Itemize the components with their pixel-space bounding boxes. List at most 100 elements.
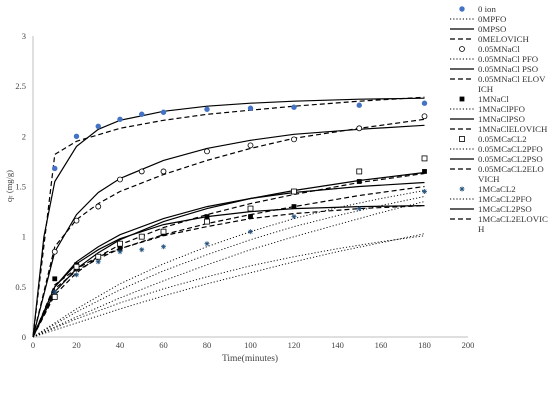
data-point-1mcacl2 bbox=[161, 244, 166, 250]
data-point-1mnacl bbox=[356, 179, 362, 184]
data-point-1mnacl bbox=[52, 276, 58, 282]
data-point-0-ion bbox=[247, 105, 254, 111]
y-tick-label: 3 bbox=[22, 31, 26, 41]
fit-line-1mcacl2elovich bbox=[32, 185, 425, 338]
data-point-0-ion bbox=[204, 106, 210, 112]
legend-marker bbox=[459, 96, 465, 102]
data-point-1mcacl2 bbox=[117, 249, 123, 255]
legend-marker bbox=[459, 186, 465, 192]
legend-label: 1MNaClPFO bbox=[478, 104, 525, 114]
legend-item: 0MELOVICH bbox=[448, 34, 548, 44]
data-point-1mnacl bbox=[117, 246, 123, 252]
fit-line-0-05mnacl-pfo bbox=[32, 196, 425, 338]
legend-label: 0.05MNaCl PFO bbox=[478, 54, 539, 64]
x-tick-labels: 0 20 40 60 80 100 120 140 160 180 200 bbox=[31, 340, 475, 350]
x-tick-label: 140 bbox=[331, 340, 344, 350]
y-tick-labels: 0 0.5 1 1.5 2 2.5 3 bbox=[15, 31, 26, 342]
data-point-0-05mnacl bbox=[117, 176, 123, 183]
fit-line-0-05mcacl2pso bbox=[32, 171, 425, 338]
legend-label: 0 ion bbox=[478, 4, 496, 14]
fit-line-1mnaclpfo bbox=[32, 201, 425, 338]
legend-label: 1MNaClELOVICH bbox=[478, 124, 548, 134]
legend-item: 0.05MNaCl bbox=[448, 44, 548, 54]
fit-line-0-05mcacl2pfo bbox=[32, 190, 425, 338]
data-point-0-05mcacl2 bbox=[117, 240, 123, 247]
legend-item: 0.05MNaCl ELOVICH bbox=[448, 74, 548, 94]
data-point-0-05mnacl bbox=[291, 136, 297, 143]
legend-label: 0.05MCaCL2ELOVICH bbox=[478, 164, 544, 184]
legend-symbol bbox=[450, 78, 474, 80]
legend-label: 0.05MNaCl PSO bbox=[478, 64, 539, 74]
data-point-0-ion bbox=[160, 109, 167, 115]
data-point-1mnacl bbox=[422, 169, 427, 174]
x-tick-label: 120 bbox=[288, 340, 301, 350]
y-tick-label: 1.5 bbox=[15, 182, 26, 192]
y-tick-label: 2 bbox=[22, 131, 26, 141]
x-tick-label: 80 bbox=[203, 340, 212, 350]
fit-line-1mcacl2pso bbox=[32, 181, 425, 338]
data-point-0-ion bbox=[95, 123, 101, 129]
fit-line-1mnaclelovich bbox=[32, 205, 425, 338]
legend-marker bbox=[459, 6, 465, 12]
data-point-0-05mcacl2 bbox=[51, 293, 58, 300]
data-point-0-05mcacl2 bbox=[247, 205, 254, 212]
x-tick-label: 180 bbox=[418, 340, 431, 350]
legend-item: 0.05MNaCl PSO bbox=[448, 64, 548, 74]
legend-item: 0.05MCaCL2PFO bbox=[448, 144, 548, 154]
x-axis-label: Time(minutes) bbox=[222, 353, 278, 364]
legend-symbol bbox=[450, 218, 474, 220]
legend-label: 1MCaCL2 bbox=[478, 184, 516, 194]
fit-line-1mcacl2pfo bbox=[32, 233, 425, 338]
legend-symbol bbox=[450, 28, 474, 30]
fit-lines bbox=[32, 96, 425, 338]
legend-item: 0.05MNaCl PFO bbox=[448, 54, 548, 64]
data-point-1mcacl2 bbox=[52, 289, 58, 295]
legend-label: 0MELOVICH bbox=[478, 34, 529, 44]
x-tick-label: 0 bbox=[31, 340, 35, 350]
legend-symbol bbox=[450, 208, 474, 210]
data-point-0-05mnacl bbox=[204, 148, 210, 155]
x-tick-label: 200 bbox=[462, 340, 475, 350]
legend-label: 0.05MCaCL2PFO bbox=[478, 144, 543, 154]
data-point-0-ion bbox=[52, 165, 58, 172]
legend-marker bbox=[459, 46, 465, 52]
fit-line-0melovich bbox=[32, 96, 425, 338]
legend-label: 1MCaCL2ELOVICH bbox=[478, 214, 548, 234]
data-point-0-05mcacl2 bbox=[95, 253, 102, 260]
data-point-1mnacl bbox=[248, 214, 253, 219]
data-point-1mcacl2 bbox=[291, 214, 297, 220]
legend-item: 0.05MCaCL2ELOVICH bbox=[448, 164, 548, 184]
legend-item: 1MNaClPFO bbox=[448, 104, 548, 114]
y-tick-label: 0 bbox=[22, 332, 26, 342]
data-point-0-ion bbox=[421, 100, 428, 106]
fit-line-0mpso bbox=[32, 97, 425, 338]
legend-item: 0MPFO bbox=[448, 14, 548, 24]
plot-axes bbox=[32, 36, 468, 338]
data-point-0-ion bbox=[356, 102, 362, 108]
legend-label: 1MCaCL2PFO bbox=[478, 194, 532, 204]
data-point-0-05mnacl bbox=[160, 168, 167, 175]
legend-symbol bbox=[459, 186, 465, 192]
data-point-0-ion bbox=[139, 111, 145, 117]
legend-symbol bbox=[450, 148, 474, 150]
legend-symbol bbox=[450, 168, 474, 170]
data-point-0-05mcacl2 bbox=[421, 155, 428, 162]
legend-item: 1MCaCL2ELOVICH bbox=[448, 214, 548, 234]
y-axis-label: qₜ (mg/g) bbox=[4, 170, 14, 202]
x-tick-label: 60 bbox=[159, 340, 168, 350]
data-points bbox=[51, 100, 428, 300]
legend-item: 1MNaCl bbox=[448, 94, 548, 104]
data-point-0-05mcacl2 bbox=[204, 218, 210, 225]
legend-item: 0.05MCaCL2 bbox=[448, 134, 548, 144]
data-point-0-05mnacl bbox=[51, 248, 58, 255]
legend-item: 0MPSO bbox=[448, 24, 548, 34]
fit-line-0-05mnacl-pso bbox=[32, 124, 425, 338]
y-tick-label: 2.5 bbox=[15, 81, 26, 91]
fit-line-0-05mcacl2elovich bbox=[32, 172, 425, 338]
legend-label: 0.05MCaCL2PSO bbox=[478, 154, 543, 164]
data-point-0-ion bbox=[117, 116, 123, 122]
data-point-0-05mnacl bbox=[247, 142, 254, 149]
data-point-1mcacl2 bbox=[356, 206, 362, 212]
legend-symbol bbox=[459, 46, 465, 52]
legend-item: 1MCaCL2 bbox=[448, 184, 548, 194]
